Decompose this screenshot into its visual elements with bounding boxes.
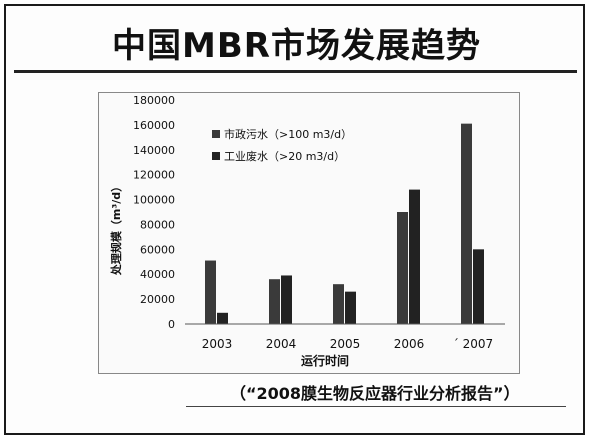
bars xyxy=(205,123,484,325)
legend-label: 市政污水（>100 m3/d） xyxy=(224,127,352,141)
source-note: （“2008膜生物反应器行业分析报告”） xyxy=(230,384,520,403)
figure-frame: 中国MBR市场发展趋势 （“2008膜生物反应器行业分析报告”） xyxy=(4,4,585,435)
x-tick-label: 2003 xyxy=(202,337,233,351)
title-underline xyxy=(14,70,577,73)
bar-2003-series-1 xyxy=(205,260,216,324)
page-title: 中国MBR市场发展趋势 xyxy=(112,26,481,66)
bar-2007-series-2 xyxy=(473,249,484,324)
bar-2004-series-1 xyxy=(269,279,280,324)
bar-2005-series-1 xyxy=(333,284,344,324)
bar-2006-series-2 xyxy=(409,189,420,324)
x-tick-label: 2006 xyxy=(394,337,425,351)
y-tick-label: 120000 xyxy=(133,169,175,182)
y-tick-label: 0 xyxy=(168,318,175,331)
bar-2005-series-2 xyxy=(345,291,356,324)
x-axis-label: 运行时间 xyxy=(301,353,349,368)
y-tick-label: 20000 xyxy=(140,293,175,306)
bar-2007-series-1 xyxy=(461,123,472,325)
y-tick-label: 80000 xyxy=(140,218,175,231)
y-tick-label: 160000 xyxy=(133,119,175,132)
legend-label: 工业废水（>20 m3/d） xyxy=(224,149,345,163)
bar-2006-series-1 xyxy=(397,212,408,324)
y-tick-label: 180000 xyxy=(133,94,175,107)
x-tick-label: ˊ 2007 xyxy=(453,337,493,351)
y-tick-label: 60000 xyxy=(140,243,175,256)
bar-2004-series-2 xyxy=(281,275,292,324)
y-tick-label: 140000 xyxy=(133,144,175,157)
legend-swatch xyxy=(212,152,220,160)
y-axis-ticks: 0 20000 40000 60000 80000 100000 120000 140000 1… xyxy=(133,94,175,331)
source-underline xyxy=(186,406,566,407)
x-tick-label: 2005 xyxy=(330,337,361,351)
y-tick-label: 40000 xyxy=(140,268,175,281)
x-axis-ticks: 2003 2004 2005 2006 ˊ 2007 xyxy=(202,337,493,351)
legend-swatch xyxy=(212,130,220,138)
legend: 市政污水（>100 m3/d） 工业废水（>20 m3/d） xyxy=(212,127,352,163)
y-tick-label: 100000 xyxy=(133,194,175,207)
x-tick-label: 2004 xyxy=(266,337,297,351)
y-axis-label: 处理规模（m³/d） xyxy=(109,181,123,276)
chart-panel xyxy=(98,92,520,374)
bar-2003-series-2 xyxy=(217,312,228,324)
